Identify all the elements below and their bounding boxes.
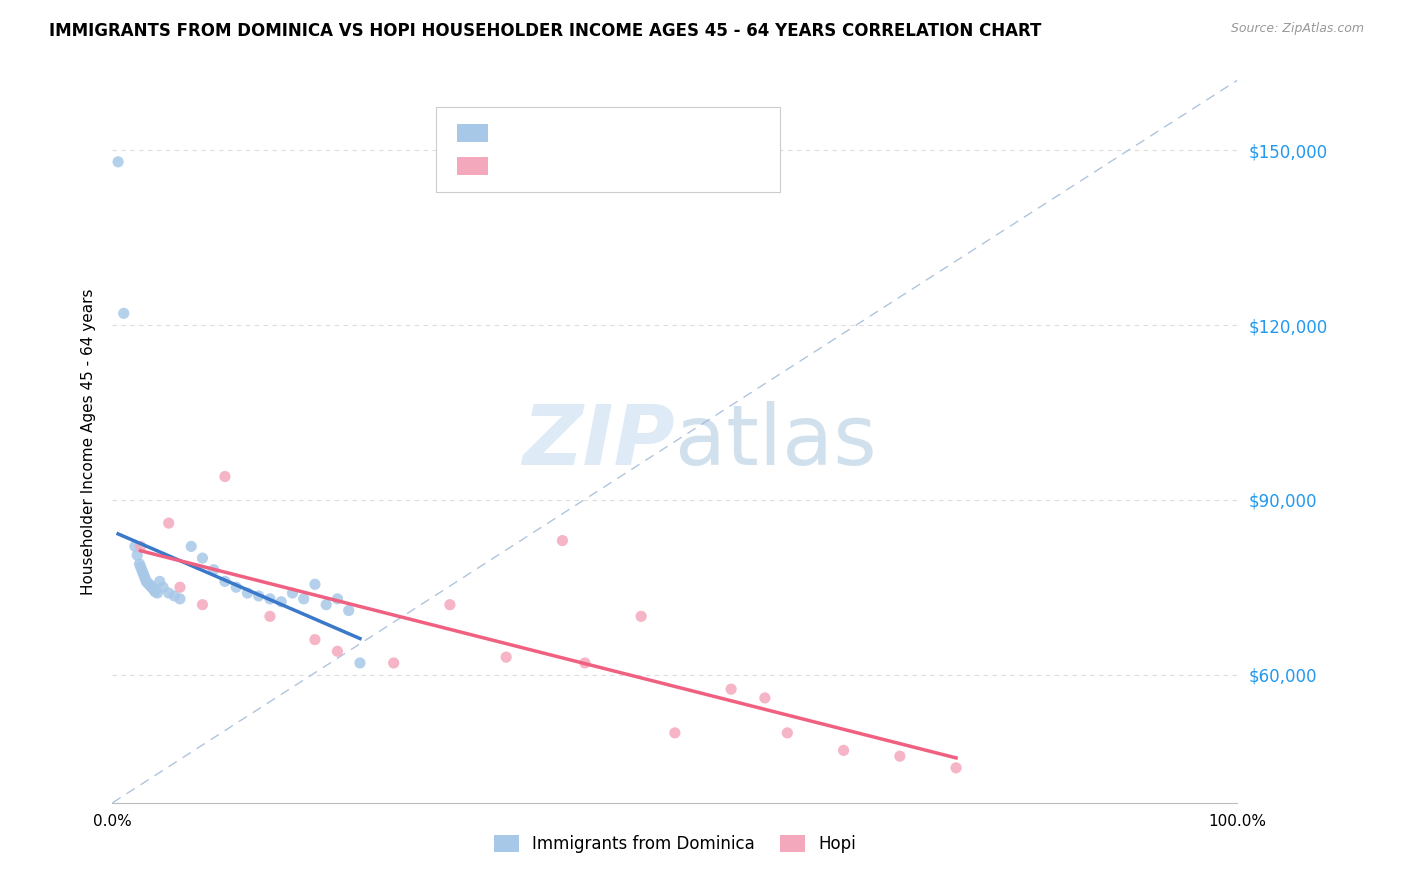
Point [259, 591, 281, 606]
Text: N = 41: N = 41 [619, 125, 676, 140]
Point [315, 598, 337, 612]
Point [754, 690, 776, 705]
Point [304, 632, 326, 647]
Point [382, 656, 405, 670]
Point [132, 566, 155, 580]
Point [157, 516, 180, 530]
Point [169, 591, 191, 606]
Point [163, 589, 186, 603]
Point [128, 557, 150, 571]
Point [349, 656, 371, 670]
Point [127, 548, 149, 562]
Text: IMMIGRANTS FROM DOMINICA VS HOPI HOUSEHOLDER INCOME AGES 45 - 64 YEARS CORRELATI: IMMIGRANTS FROM DOMINICA VS HOPI HOUSEHO… [49, 22, 1042, 40]
Point [225, 580, 247, 594]
Point [292, 591, 315, 606]
Point [630, 609, 652, 624]
Point [152, 580, 174, 594]
Text: Source: ZipAtlas.com: Source: ZipAtlas.com [1230, 22, 1364, 36]
Point [139, 579, 162, 593]
Point [439, 598, 461, 612]
Point [270, 595, 292, 609]
Point [495, 650, 517, 665]
Point [214, 469, 236, 483]
Point [146, 586, 169, 600]
Text: 0.160: 0.160 [541, 125, 589, 140]
Text: atlas: atlas [675, 401, 876, 482]
Point [180, 540, 202, 554]
Text: N = 21: N = 21 [619, 159, 676, 174]
Point [720, 682, 742, 697]
Legend: Immigrants from Dominica, Hopi: Immigrants from Dominica, Hopi [486, 828, 863, 860]
Point [304, 577, 326, 591]
Point [259, 609, 281, 624]
Point [149, 574, 172, 589]
Point [202, 563, 225, 577]
Point [124, 540, 146, 554]
Point [945, 761, 967, 775]
Point [776, 726, 799, 740]
Point [138, 578, 160, 592]
Point [281, 586, 304, 600]
Point [134, 572, 156, 586]
Point [832, 743, 855, 757]
Point [191, 551, 214, 566]
Point [132, 568, 155, 582]
Point [326, 591, 349, 606]
Point [138, 576, 160, 591]
Point [326, 644, 349, 658]
Point [889, 749, 911, 764]
Point [157, 586, 180, 600]
Point [551, 533, 574, 548]
Text: R =: R = [496, 125, 524, 140]
Point [129, 559, 152, 574]
Point [337, 603, 360, 617]
Text: -0.660: -0.660 [541, 159, 596, 174]
Point [135, 574, 157, 589]
Point [136, 575, 159, 590]
Y-axis label: Householder Income Ages 45 - 64 years: Householder Income Ages 45 - 64 years [80, 288, 96, 595]
Text: R =: R = [496, 159, 524, 174]
Point [141, 580, 163, 594]
Point [143, 583, 166, 598]
Point [191, 598, 214, 612]
Point [214, 574, 236, 589]
Point [169, 580, 191, 594]
Point [131, 563, 153, 577]
Point [236, 586, 259, 600]
Text: ZIP: ZIP [522, 401, 675, 482]
Point [664, 726, 686, 740]
Point [574, 656, 596, 670]
Point [143, 585, 166, 599]
Point [112, 306, 135, 320]
Point [142, 582, 165, 596]
Point [247, 589, 270, 603]
Point [107, 154, 129, 169]
Point [129, 540, 152, 554]
